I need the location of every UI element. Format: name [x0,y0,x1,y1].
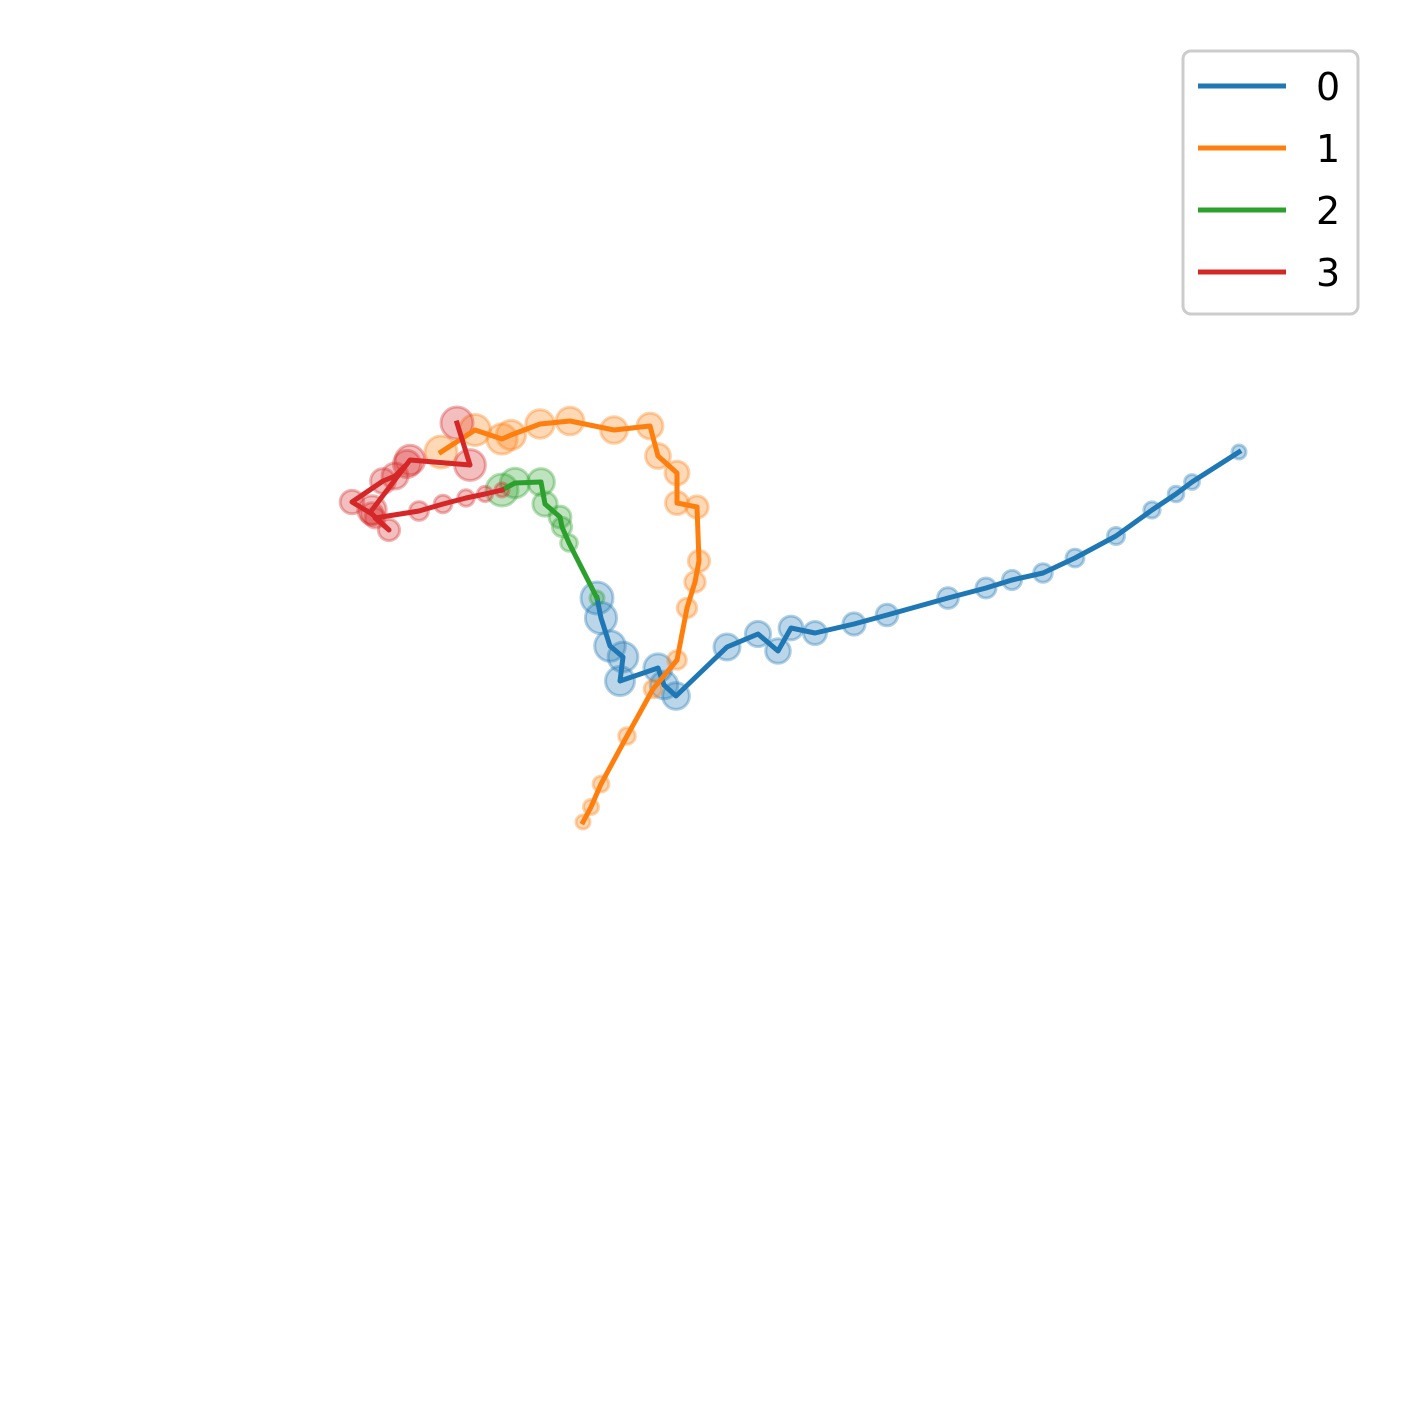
legend-frame [1181,49,1360,316]
legend-label-0: 0 [1316,65,1340,109]
series-0-line [594,448,1243,699]
lines-layer [349,418,1243,826]
markers-layer [338,405,1248,831]
legend-entries: 0 1 2 3 [1198,65,1340,295]
legend-label-2: 2 [1316,189,1340,233]
series-1-line [437,418,702,826]
legend-label-1: 1 [1316,127,1340,171]
series-2-line [498,479,601,602]
series-3-line [349,419,506,533]
legend: 0 1 2 3 [1181,49,1360,316]
legend-label-3: 3 [1316,251,1340,295]
